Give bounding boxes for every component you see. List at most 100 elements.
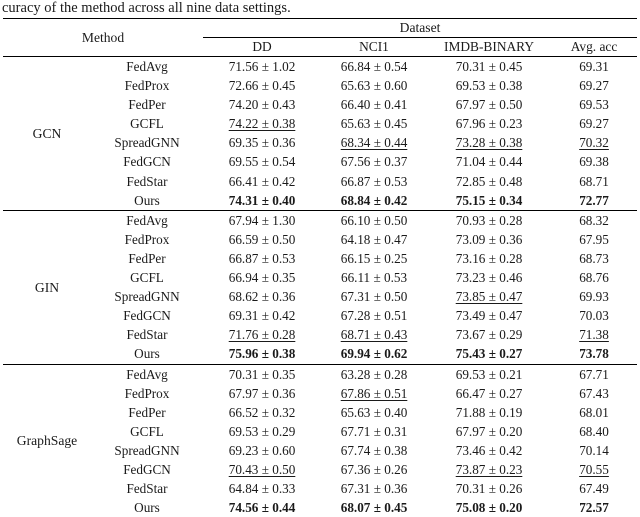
value-cell: 67.97 ± 0.36 <box>203 384 321 403</box>
method-name: Ours <box>134 500 160 516</box>
table-row: GCFL 66.94 ± 0.35 66.11 ± 0.53 73.23 ± 0.46… <box>3 268 637 287</box>
value-cell: 64.84 ± 0.33 <box>203 479 321 498</box>
value-text: 66.15 ± 0.25 <box>340 250 408 266</box>
table-row: FedPer 74.20 ± 0.43 66.40 ± 0.41 67.97 ± 0.… <box>3 95 637 114</box>
value-text: 73.78 <box>579 346 609 362</box>
value-text: 73.49 ± 0.47 <box>455 308 523 324</box>
value-text: 70.93 ± 0.28 <box>455 212 523 228</box>
value-cell: 74.20 ± 0.43 <box>203 95 321 114</box>
value-cell: 67.95 <box>551 230 637 249</box>
value-cell: 67.56 ± 0.37 <box>321 152 427 171</box>
value-cell: 70.93 ± 0.28 <box>427 209 552 230</box>
value-text: 74.22 ± 0.38 <box>228 116 296 132</box>
value-text: 72.66 ± 0.45 <box>228 78 296 94</box>
value-cell: 73.78 <box>551 344 637 364</box>
value-cell: 65.63 ± 0.40 <box>321 403 427 422</box>
method-name: FedGCN <box>123 308 171 324</box>
value-cell: 73.16 ± 0.28 <box>427 249 551 268</box>
value-cell: 66.94 ± 0.35 <box>203 268 321 287</box>
value-cell: 67.28 ± 0.51 <box>321 306 427 325</box>
value-text: 67.56 ± 0.37 <box>340 154 408 170</box>
value-text: 68.71 <box>579 173 609 189</box>
value-text: 69.53 <box>579 97 609 113</box>
value-text: 67.97 ± 0.36 <box>228 385 296 401</box>
value-text: 73.46 ± 0.42 <box>455 442 523 458</box>
value-text: 69.53 ± 0.38 <box>455 78 523 94</box>
method-name: GCFL <box>130 423 164 439</box>
value-cell: 72.66 ± 0.45 <box>203 76 321 95</box>
value-text: 69.55 ± 0.54 <box>228 154 296 170</box>
value-cell: 65.63 ± 0.60 <box>321 76 427 95</box>
value-text: 69.23 ± 0.60 <box>228 442 296 458</box>
method-name: Ours <box>134 192 160 208</box>
value-text: 67.71 ± 0.31 <box>340 423 408 439</box>
value-text: 72.57 <box>579 500 609 516</box>
method-name: GCFL <box>130 116 164 132</box>
value-text: 70.14 <box>579 442 609 458</box>
value-cell: 66.84 ± 0.54 <box>321 56 428 77</box>
method-name: SpreadGNN <box>114 135 180 151</box>
value-text: 68.73 <box>579 250 609 266</box>
value-text: 66.11 ± 0.53 <box>340 270 408 286</box>
value-cell: 73.67 ± 0.29 <box>427 325 551 344</box>
value-cell: 69.35 ± 0.36 <box>203 133 321 152</box>
value-cell: 70.31 ± 0.35 <box>203 363 322 384</box>
value-cell: 71.88 ± 0.19 <box>427 403 551 422</box>
value-text: 73.23 ± 0.46 <box>455 270 523 286</box>
value-text: 69.27 <box>579 78 609 94</box>
value-cell: 67.94 ± 1.30 <box>203 209 322 230</box>
value-cell: 68.62 ± 0.36 <box>203 287 321 306</box>
method-name: FedGCN <box>123 154 171 170</box>
value-text: 69.31 ± 0.42 <box>228 308 296 324</box>
value-text: 64.84 ± 0.33 <box>228 481 296 497</box>
value-text: 69.35 ± 0.36 <box>228 135 296 151</box>
value-text: 68.07 ± 0.45 <box>340 500 408 516</box>
value-cell: 71.76 ± 0.28 <box>203 325 321 344</box>
value-cell: 72.57 <box>551 498 637 517</box>
table-row: FedProx 67.97 ± 0.36 67.86 ± 0.51 66.47 ± 0… <box>3 384 637 403</box>
value-cell: 67.97 ± 0.20 <box>427 422 551 441</box>
value-text: 66.94 ± 0.35 <box>228 270 296 286</box>
value-text: 70.03 <box>579 308 609 324</box>
value-text: 68.34 ± 0.44 <box>340 135 408 151</box>
method-name: FedPer <box>128 404 166 420</box>
value-text: 70.32 <box>579 135 609 151</box>
value-cell: 70.43 ± 0.50 <box>203 460 321 479</box>
value-text: 71.76 ± 0.28 <box>228 327 296 343</box>
value-text: 65.63 ± 0.60 <box>340 78 408 94</box>
value-text: 68.40 <box>579 423 609 439</box>
table-row: SpreadGNN 69.35 ± 0.36 68.34 ± 0.44 73.28 ±… <box>3 133 637 152</box>
method-name: FedStar <box>126 173 168 189</box>
method-name: FedProx <box>124 385 170 401</box>
value-text: 75.43 ± 0.27 <box>455 346 523 362</box>
method-column-header: Method <box>3 18 204 57</box>
value-cell: 67.96 ± 0.23 <box>427 114 551 133</box>
value-cell: 63.28 ± 0.28 <box>321 363 428 384</box>
value-text: 72.85 ± 0.48 <box>455 173 523 189</box>
value-cell: 67.36 ± 0.26 <box>321 460 427 479</box>
value-cell: 70.32 <box>551 133 637 152</box>
value-cell: 68.71 <box>551 172 637 191</box>
value-cell: 70.14 <box>551 441 637 460</box>
value-cell: 75.15 ± 0.34 <box>427 191 551 211</box>
method-name: FedAvg <box>91 56 204 77</box>
table-row: FedGCN 69.55 ± 0.54 67.56 ± 0.37 71.04 ± 0.… <box>3 152 637 171</box>
value-text: 69.31 <box>579 59 609 74</box>
value-text: 73.87 ± 0.23 <box>455 461 523 477</box>
value-cell: 69.53 ± 0.21 <box>427 363 552 384</box>
value-text: 69.93 <box>579 289 609 305</box>
value-text: 75.15 ± 0.34 <box>455 192 523 208</box>
value-cell: 68.84 ± 0.42 <box>321 191 427 211</box>
method-name: FedProx <box>124 78 170 94</box>
value-cell: 74.22 ± 0.38 <box>203 114 321 133</box>
value-text: 67.97 ± 0.20 <box>455 423 523 439</box>
table-row: GIN FedAvg 67.94 ± 1.30 66.10 ± 0.50 70.93 ±… <box>3 209 638 364</box>
method-name: FedGCN <box>123 461 171 477</box>
value-text: 67.28 ± 0.51 <box>340 308 408 324</box>
value-text: 66.87 ± 0.53 <box>228 250 296 266</box>
value-cell: 70.03 <box>551 306 637 325</box>
table-row: GCFL 69.53 ± 0.29 67.71 ± 0.31 67.97 ± 0.20… <box>3 422 637 441</box>
value-text: 67.94 ± 1.30 <box>228 212 296 228</box>
column-header-dd: DD <box>203 37 322 57</box>
